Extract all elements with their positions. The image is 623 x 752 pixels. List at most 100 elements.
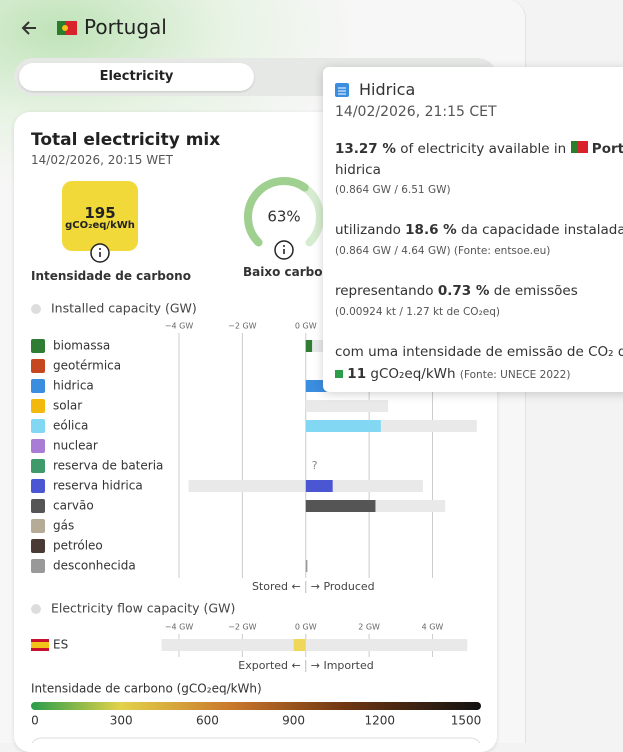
flag bbox=[31, 642, 49, 648]
category-icon bbox=[31, 339, 45, 353]
colorbar-tick-label: 0 bbox=[31, 714, 39, 728]
category-label: geotérmica bbox=[53, 359, 121, 373]
x-tick-label: 0 GW bbox=[295, 623, 317, 632]
category-icon bbox=[31, 479, 45, 493]
right-label: → Produced bbox=[311, 580, 375, 593]
category-icon bbox=[31, 559, 45, 573]
colorbar-tick-label: 1500 bbox=[451, 714, 482, 728]
flow-bar bbox=[293, 639, 306, 651]
capacity-bar bbox=[188, 480, 423, 492]
x-tick-label: −2 GW bbox=[228, 623, 257, 632]
category-label: biomassa bbox=[53, 339, 110, 353]
category-label: ES bbox=[53, 638, 68, 652]
x-tick-label: 0 GW bbox=[295, 322, 317, 331]
category-label: reserva de bateria bbox=[53, 459, 163, 473]
tooltip-title: Hidrica bbox=[359, 80, 416, 99]
production-bar bbox=[305, 480, 333, 492]
chart-title: Electricity flow capacity (GW) bbox=[51, 601, 235, 616]
util-detail: (0.864 GW / 4.64 GW) bbox=[335, 245, 451, 257]
right-label: → Imported bbox=[311, 659, 374, 672]
emis-value: 0.73 % bbox=[437, 283, 490, 299]
info-icon bbox=[283, 245, 285, 247]
swatch bbox=[335, 370, 343, 378]
tooltip-date: 14/02/2026, 21:15 CET bbox=[335, 104, 497, 120]
category-icon bbox=[31, 459, 45, 473]
share-text: of electricity available in bbox=[400, 141, 567, 157]
production-bar bbox=[305, 500, 376, 512]
tab[interactable]: Electricity bbox=[19, 63, 254, 91]
share-source: hidrica bbox=[335, 162, 381, 178]
legend-dot bbox=[31, 304, 41, 314]
x-tick-label: 2 GW bbox=[358, 623, 380, 632]
category-label: hidrica bbox=[53, 379, 94, 393]
unknown-marker: ? bbox=[312, 459, 318, 472]
colorbar-tick-label: 900 bbox=[282, 714, 305, 728]
category-icon bbox=[31, 419, 45, 433]
category-icon bbox=[31, 519, 45, 533]
colorbar bbox=[31, 702, 481, 710]
left-label: Stored ← bbox=[252, 580, 301, 593]
category-icon bbox=[31, 399, 45, 413]
category-icon bbox=[31, 379, 45, 393]
left-label: Exported ← bbox=[238, 659, 300, 672]
category-label: carvão bbox=[53, 499, 94, 513]
util-value: 18.6 % bbox=[405, 222, 457, 238]
util-text: da capacidade instalada bbox=[461, 222, 623, 238]
util-source: (Fonte: entsoe.eu) bbox=[453, 245, 551, 257]
util-line: utilizando 18.6 % da capacidade instalad… bbox=[335, 222, 623, 238]
carbon-unit: gCO₂eq/kWh bbox=[65, 220, 135, 231]
info-icon bbox=[99, 248, 101, 250]
category-label: reserva hidrica bbox=[53, 479, 143, 493]
intensity-text: com uma intensidade de emissão de CO₂ de bbox=[335, 344, 623, 360]
x-tick-label: −2 GW bbox=[228, 322, 257, 331]
category-icon bbox=[31, 359, 45, 373]
mix-date: 14/02/2026, 20:15 WET bbox=[31, 153, 173, 167]
mix-title: Total electricity mix bbox=[31, 130, 221, 150]
util-detail-line: (0.864 GW / 4.64 GW) (Fonte: entsoe.eu) bbox=[335, 245, 550, 257]
emis-prefix: representando bbox=[335, 283, 434, 299]
category-icon bbox=[31, 499, 45, 513]
carbon-box bbox=[62, 181, 138, 251]
tooltip: Hidrica 14/02/2026, 21:15 CET 13.27 % of… bbox=[323, 67, 623, 392]
category-label: nuclear bbox=[53, 439, 98, 453]
x-tick-label: −4 GW bbox=[165, 322, 194, 331]
category-label: gás bbox=[53, 519, 74, 533]
share-country: Portugal bbox=[591, 141, 623, 157]
hydro-icon bbox=[335, 83, 349, 97]
next-section bbox=[31, 737, 481, 743]
colorbar-tick-label: 1200 bbox=[365, 714, 396, 728]
emis-detail: (0.00924 kt / 1.27 kt de CO₂eq) bbox=[335, 306, 501, 318]
intensity-source: (Fonte: UNECE 2022) bbox=[459, 369, 571, 381]
category-icon bbox=[31, 539, 45, 553]
production-bar bbox=[305, 560, 308, 572]
chart-title: Installed capacity (GW) bbox=[51, 301, 197, 316]
colorbar-tick-label: 600 bbox=[196, 714, 219, 728]
share-line: 13.27 % of electricity available in Port… bbox=[335, 141, 623, 157]
colorbar-tick-label: 300 bbox=[110, 714, 133, 728]
share-detail: (0.864 GW / 6.51 GW) bbox=[335, 184, 451, 196]
intensity-value: 11 bbox=[347, 366, 367, 382]
capacity-bar bbox=[161, 639, 468, 651]
legend-dot bbox=[31, 604, 41, 614]
util-prefix: utilizando bbox=[335, 222, 401, 238]
country-title: Portugal bbox=[84, 15, 167, 39]
gauge-value bbox=[244, 177, 309, 247]
category-label: desconhecida bbox=[53, 559, 136, 573]
flag bbox=[570, 141, 588, 153]
intensity-line: 11 gCO₂eq/kWh (Fonte: UNECE 2022) bbox=[335, 366, 570, 382]
intensity-unit: gCO₂eq/kWh bbox=[370, 366, 456, 382]
capacity-bar bbox=[305, 400, 389, 412]
low-carbon-label: Baixo carbono bbox=[243, 265, 340, 279]
carbon-label: Intensidade de carbono bbox=[31, 269, 191, 283]
production-bar bbox=[305, 420, 381, 432]
colorbar-title: Intensidade de carbono (gCO₂eq/kWh) bbox=[31, 682, 262, 696]
gauge-label: 63% bbox=[267, 208, 300, 226]
back-button[interactable] bbox=[20, 18, 40, 38]
share-value: 13.27 % bbox=[335, 141, 396, 157]
flag bbox=[57, 21, 77, 35]
category-label: petróleo bbox=[53, 539, 103, 553]
production-bar bbox=[305, 340, 313, 352]
category-label: eólica bbox=[53, 419, 88, 433]
